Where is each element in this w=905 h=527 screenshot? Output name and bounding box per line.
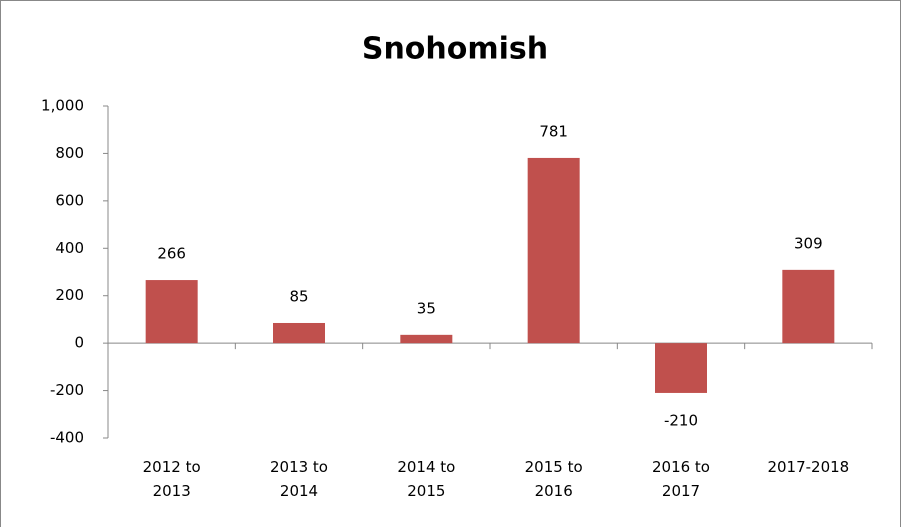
y-tick-label: 800: [55, 144, 84, 162]
bar: [400, 334, 453, 344]
bar: [145, 280, 198, 344]
x-tick-label: 2014 to 2015: [397, 458, 456, 500]
data-label: 781: [539, 122, 568, 140]
y-tick-label: 400: [55, 239, 84, 257]
x-tick-label: 2017-2018: [767, 458, 850, 476]
bar: [782, 269, 835, 344]
x-tick-label: 2012 to 2013: [142, 458, 201, 500]
x-tick-label: 2015 to 2016: [524, 458, 583, 500]
y-tick-label: -200: [50, 381, 84, 399]
data-label: 266: [157, 245, 186, 263]
data-label: 35: [417, 299, 436, 317]
bar: [273, 322, 325, 344]
y-tick-label: 600: [55, 191, 84, 209]
y-tick-label: 1,000: [41, 97, 84, 115]
y-tick-label: 200: [55, 286, 84, 304]
x-tick-label: 2016 to 2017: [651, 458, 710, 500]
chart-title: Snohomish: [362, 32, 548, 67]
y-tick-label: 0: [74, 334, 84, 352]
bar: [527, 157, 580, 344]
x-tick-label: 2013 to 2014: [269, 458, 328, 500]
y-tick-label: -400: [50, 429, 84, 447]
data-label: 85: [289, 287, 308, 305]
bar: [655, 343, 707, 393]
data-label: 309: [794, 234, 823, 252]
data-label: -210: [664, 411, 698, 429]
